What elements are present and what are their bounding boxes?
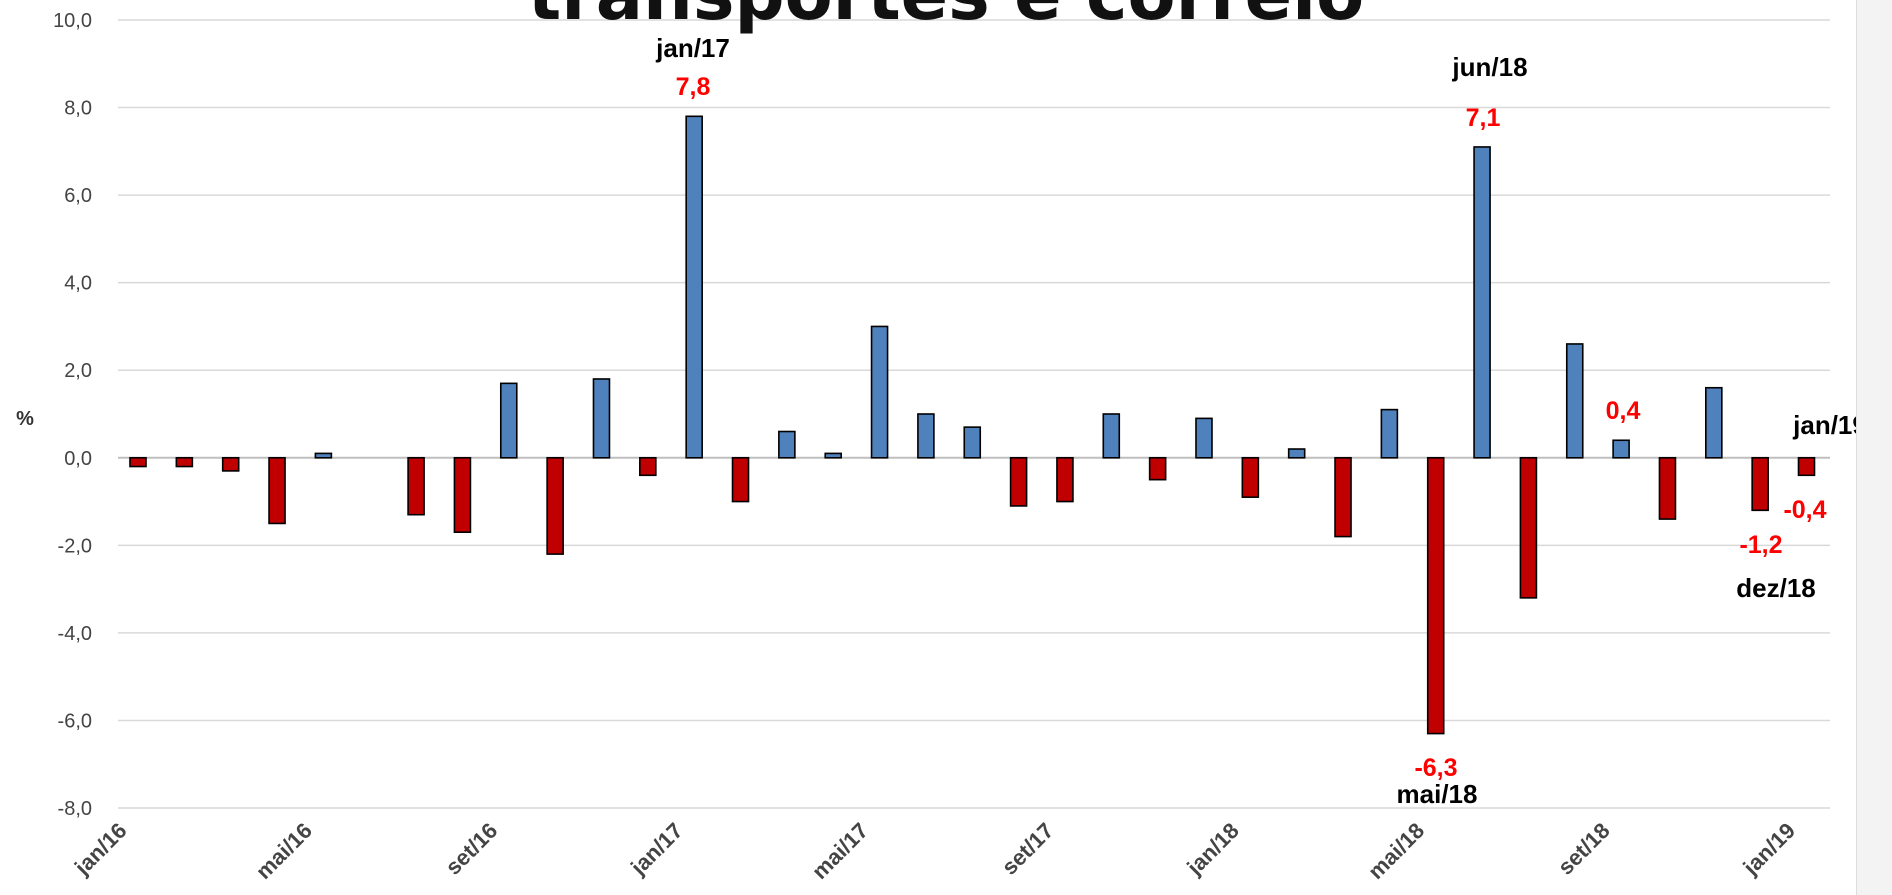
bar-mar/16 [221,456,240,472]
bar-out/18 [1658,456,1677,520]
data-label-value: -1,2 [1739,531,1782,559]
bar-dez/18 [1751,456,1769,512]
data-label-value: -0,4 [1783,496,1826,524]
y-axis-label: % [16,408,34,430]
x-tick-label: jan/19 [1738,818,1800,880]
x-tick-label: jan/18 [1181,818,1243,880]
x-tick-label: jan/16 [69,818,131,880]
bar-set/17 [1056,456,1074,503]
bar-jan/19 [1797,456,1816,477]
data-label-value: -6,3 [1414,754,1457,782]
bar-abr/18 [1380,408,1399,459]
x-tick-label: set/16 [441,818,503,880]
x-tick-label: set/17 [997,818,1059,880]
y-tick-label: 10,0 [53,10,92,32]
bar-fev/16 [175,456,194,468]
data-label-month: jan/19 [1792,410,1867,440]
bar-ago/18 [1565,343,1584,459]
y-tick-label: -8,0 [58,798,92,820]
y-tick-label: -4,0 [58,623,92,645]
bar-nov/16 [592,378,611,459]
bar-fev/18 [1287,448,1306,459]
y-tick-label: 4,0 [64,273,92,295]
data-label-month: mai/18 [1397,779,1478,809]
bar-set/16 [499,382,518,459]
bar-dez/17 [1195,417,1213,459]
data-label-value: 0,4 [1606,397,1641,425]
bar-ago/16 [453,456,472,533]
x-tick-label: mai/18 [1363,818,1429,884]
y-tick-label: -6,0 [58,710,92,732]
bar-jul/16 [407,456,425,516]
bar-fev/17 [731,456,750,503]
data-label-value: 7,1 [1466,104,1501,132]
bar-nov/17 [1148,456,1167,481]
bar-mai/18 [1426,456,1445,735]
bar-mai/17 [870,325,889,459]
bars [129,115,1816,735]
bar-jul/18 [1519,456,1538,599]
y-tick-label: 2,0 [64,360,92,382]
y-tick-label: 8,0 [64,98,92,120]
data-label-month: dez/18 [1736,573,1816,603]
data-label-month: jan/17 [655,33,730,63]
bar-dez/16 [639,456,657,477]
bar-mai/16 [314,452,333,459]
bar-set/18 [1612,439,1630,459]
y-tick-label: 6,0 [64,185,92,207]
x-tick-label: mai/17 [807,818,873,884]
bar-abr/16 [268,456,286,525]
bar-jan/17 [685,115,703,459]
y-tick-label: 0,0 [64,448,92,470]
bar-mar/18 [1334,456,1352,538]
bar-abr/17 [824,452,843,459]
x-tick-label: jan/17 [625,818,687,880]
bar-jan/16 [129,456,147,468]
bar-out/16 [546,456,564,555]
x-tick-label: mai/16 [251,818,317,884]
x-tick-label: set/18 [1553,818,1615,880]
bar-ago/17 [1009,456,1028,507]
bar-jun/17 [917,413,935,459]
scrollbar-strip[interactable] [1856,0,1892,895]
data-label-value: 7,8 [676,73,711,101]
bar-mar/17 [778,430,796,459]
bar-jun/18 [1473,146,1491,459]
bar-out/17 [1102,413,1121,459]
data-label-month: jun/18 [1451,52,1527,82]
bar-jan/18 [1241,456,1260,498]
y-axis-ticks: -8,0 -6,0 -4,0 -2,0 0,0 2,0 4,0 6,0 8,0 10,0 [53,10,92,820]
bar-jul/17 [963,426,982,459]
x-axis-ticks: jan/16 mai/16 set/16 jan/17 mai/17 set/17 jan/… [69,818,1800,884]
chart-title: transportes e correio [0,0,1892,36]
bar-nov/18 [1705,386,1723,459]
y-tick-label: -2,0 [58,535,92,557]
